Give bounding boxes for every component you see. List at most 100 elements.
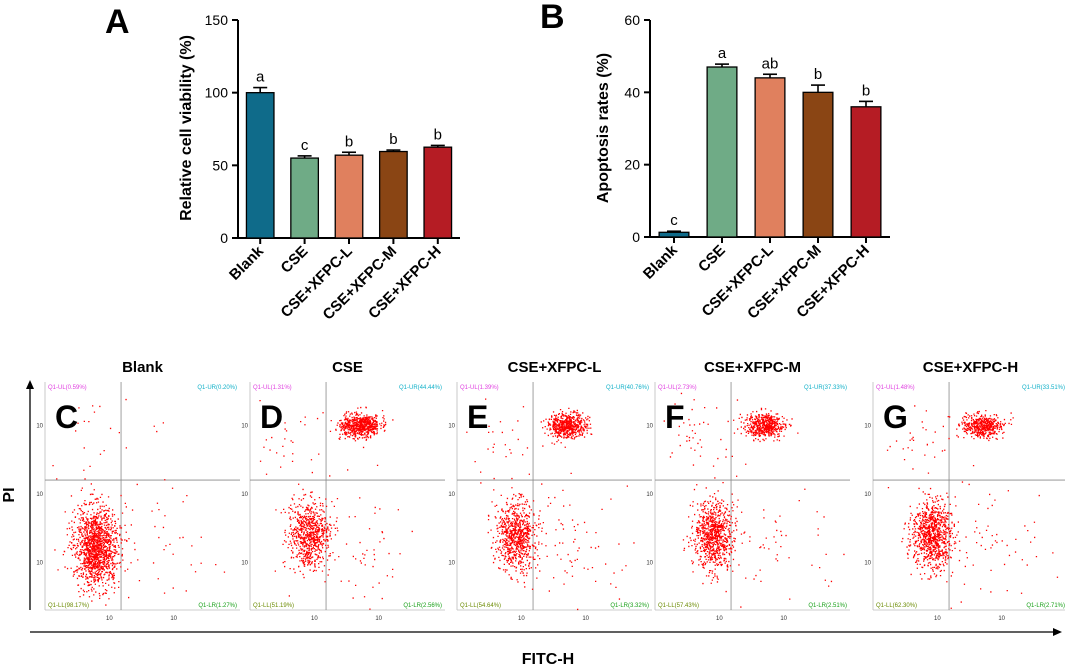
pi-axis-arrow-icon xyxy=(26,380,34,389)
log-tick-label: 10 xyxy=(864,492,871,498)
significance-label: b xyxy=(862,82,870,99)
log-tick-label: 10 xyxy=(518,616,525,622)
log-tick-label: 10 xyxy=(646,424,653,430)
y-tick-label: 0 xyxy=(220,230,228,246)
quadrant-label-ur: Q1-UR(33.51%) xyxy=(1022,385,1065,391)
pi-axis-label: PI xyxy=(1,487,18,502)
event-dot-cloud xyxy=(52,398,226,606)
x-tick-label: Blank xyxy=(640,241,681,282)
log-tick-label: 10 xyxy=(448,560,455,566)
significance-label: b xyxy=(814,66,822,83)
log-tick-label: 10 xyxy=(36,560,43,566)
bar-blank xyxy=(658,231,690,238)
quadrant-label-lr: Q1-LR(3.32%) xyxy=(610,603,649,609)
x-tick-label: CSE xyxy=(278,243,312,277)
quadrant-label-ul: Q1-UL(2.73%) xyxy=(658,385,697,391)
log-tick-label: 10 xyxy=(106,616,113,622)
significance-label: a xyxy=(718,45,727,62)
quadrant-label-ll: Q1-LL(98.17%) xyxy=(48,603,89,609)
quadrant-label-ul: Q1-UL(1.48%) xyxy=(876,385,915,391)
panel-label-e: E xyxy=(467,399,488,435)
quadrant-label-lr: Q1-LR(2.56%) xyxy=(403,603,442,609)
event-dot-cloud xyxy=(259,400,413,610)
log-tick-label: 10 xyxy=(241,424,248,430)
quadrant-label-ur: Q1-UR(40.76%) xyxy=(606,385,649,391)
log-tick-label: 10 xyxy=(448,424,455,430)
significance-label: b xyxy=(345,133,353,150)
log-tick-label: 10 xyxy=(241,492,248,498)
log-tick-label: 10 xyxy=(998,616,1005,622)
y-tick-label: 0 xyxy=(632,229,640,245)
bar-chart-b: 0204060cBlankaCSEabCSE+XFPC-LbCSE+XFPC-M… xyxy=(624,12,890,322)
quadrant-label-ul: Q1-UL(1.31%) xyxy=(253,385,292,391)
bar-cse-xfpc-h xyxy=(850,106,882,238)
bar-cse xyxy=(706,66,738,238)
quadrant-label-ul: Q1-UL(0.59%) xyxy=(48,385,87,391)
fitc-axis-arrow-icon xyxy=(1053,628,1062,636)
quadrant-label-ll: Q1-LL(54.64%) xyxy=(460,603,501,609)
panel-label-g: G xyxy=(883,399,908,435)
flow-plot-title: CSE+XFPC-L xyxy=(508,359,602,376)
x-tick-label: Blank xyxy=(226,242,267,283)
event-dots xyxy=(52,398,226,606)
flow-plot-title: CSE+XFPC-H xyxy=(923,359,1018,376)
panel-label-c: C xyxy=(55,399,78,435)
bar-cse-xfpc-h xyxy=(423,146,453,239)
event-dots xyxy=(663,392,845,608)
log-tick-label: 10 xyxy=(36,492,43,498)
event-dots xyxy=(466,398,635,611)
bar-blank xyxy=(245,92,275,239)
bar-cse xyxy=(290,157,320,239)
flow-plot-title: CSE xyxy=(332,359,363,376)
bar-cse-xfpc-m xyxy=(378,150,408,239)
log-tick-label: 10 xyxy=(311,616,318,622)
log-tick-label: 10 xyxy=(375,616,382,622)
quadrant-label-ll: Q1-LL(51.19%) xyxy=(253,603,294,609)
quadrant-label-lr: Q1-LR(2.51%) xyxy=(808,603,847,609)
flow-plot-f: CSE+XFPC-M Q1-UL(2.73%) Q1-UR(37.33%) Q1-LL… xyxy=(646,359,850,622)
quadrant-label-ul: Q1-UL(1.39%) xyxy=(460,385,499,391)
x-tick-label: CSE xyxy=(695,242,729,276)
flow-cytometry-row: Blank Q1-UL(0.59%) Q1-UR(0.20%) Q1-LL(98.17… xyxy=(36,359,1065,622)
significance-label: ab xyxy=(762,55,779,72)
significance-label: b xyxy=(434,126,442,143)
chart-b-ylabel: Apoptosis rates (%) xyxy=(595,53,612,203)
panel-label-d: D xyxy=(260,399,283,435)
log-tick-label: 10 xyxy=(448,492,455,498)
log-tick-label: 10 xyxy=(780,616,787,622)
log-tick-label: 10 xyxy=(864,560,871,566)
quadrant-label-ll: Q1-LL(57.43%) xyxy=(658,603,699,609)
significance-label: c xyxy=(670,212,678,229)
panel-label-b: B xyxy=(540,0,565,36)
fitc-axis-label: FITC-H xyxy=(522,651,574,668)
quadrant-label-ur: Q1-UR(0.20%) xyxy=(197,385,237,391)
log-tick-label: 10 xyxy=(934,616,941,622)
log-tick-label: 10 xyxy=(646,492,653,498)
log-tick-label: 10 xyxy=(170,616,177,622)
y-tick-label: 50 xyxy=(212,157,228,173)
quadrant-label-lr: Q1-LR(2.71%) xyxy=(1026,603,1065,609)
y-tick-label: 20 xyxy=(624,157,640,173)
log-tick-label: 10 xyxy=(582,616,589,622)
significance-label: b xyxy=(389,131,397,148)
quadrant-label-ur: Q1-UR(37.33%) xyxy=(804,385,847,391)
flow-plot-title: Blank xyxy=(122,359,164,376)
chart-a-ylabel: Relative cell viability (%) xyxy=(178,35,195,221)
event-dot-cloud xyxy=(886,405,1059,609)
event-dots xyxy=(259,400,413,610)
flow-plot-title: CSE+XFPC-M xyxy=(704,359,801,376)
event-dot-cloud xyxy=(663,392,845,608)
quadrant-label-ll: Q1-LL(62.30%) xyxy=(876,603,917,609)
flow-plot-d: CSE Q1-UL(1.31%) Q1-UR(44.44%) Q1-LL(51.19%… xyxy=(241,359,445,622)
log-tick-label: 10 xyxy=(864,424,871,430)
log-tick-label: 10 xyxy=(646,560,653,566)
log-tick-label: 10 xyxy=(241,560,248,566)
y-tick-label: 150 xyxy=(205,12,229,28)
y-tick-label: 60 xyxy=(624,12,640,28)
flow-plot-c: Blank Q1-UL(0.59%) Q1-UR(0.20%) Q1-LL(98.17… xyxy=(36,359,240,622)
bar-chart-a: 050100150aBlankcCSEbCSE+XFPC-LbCSE+XFPC-… xyxy=(205,12,460,323)
quadrant-label-lr: Q1-LR(1.27%) xyxy=(198,603,237,609)
y-tick-label: 40 xyxy=(624,84,640,100)
significance-label: a xyxy=(256,69,265,86)
